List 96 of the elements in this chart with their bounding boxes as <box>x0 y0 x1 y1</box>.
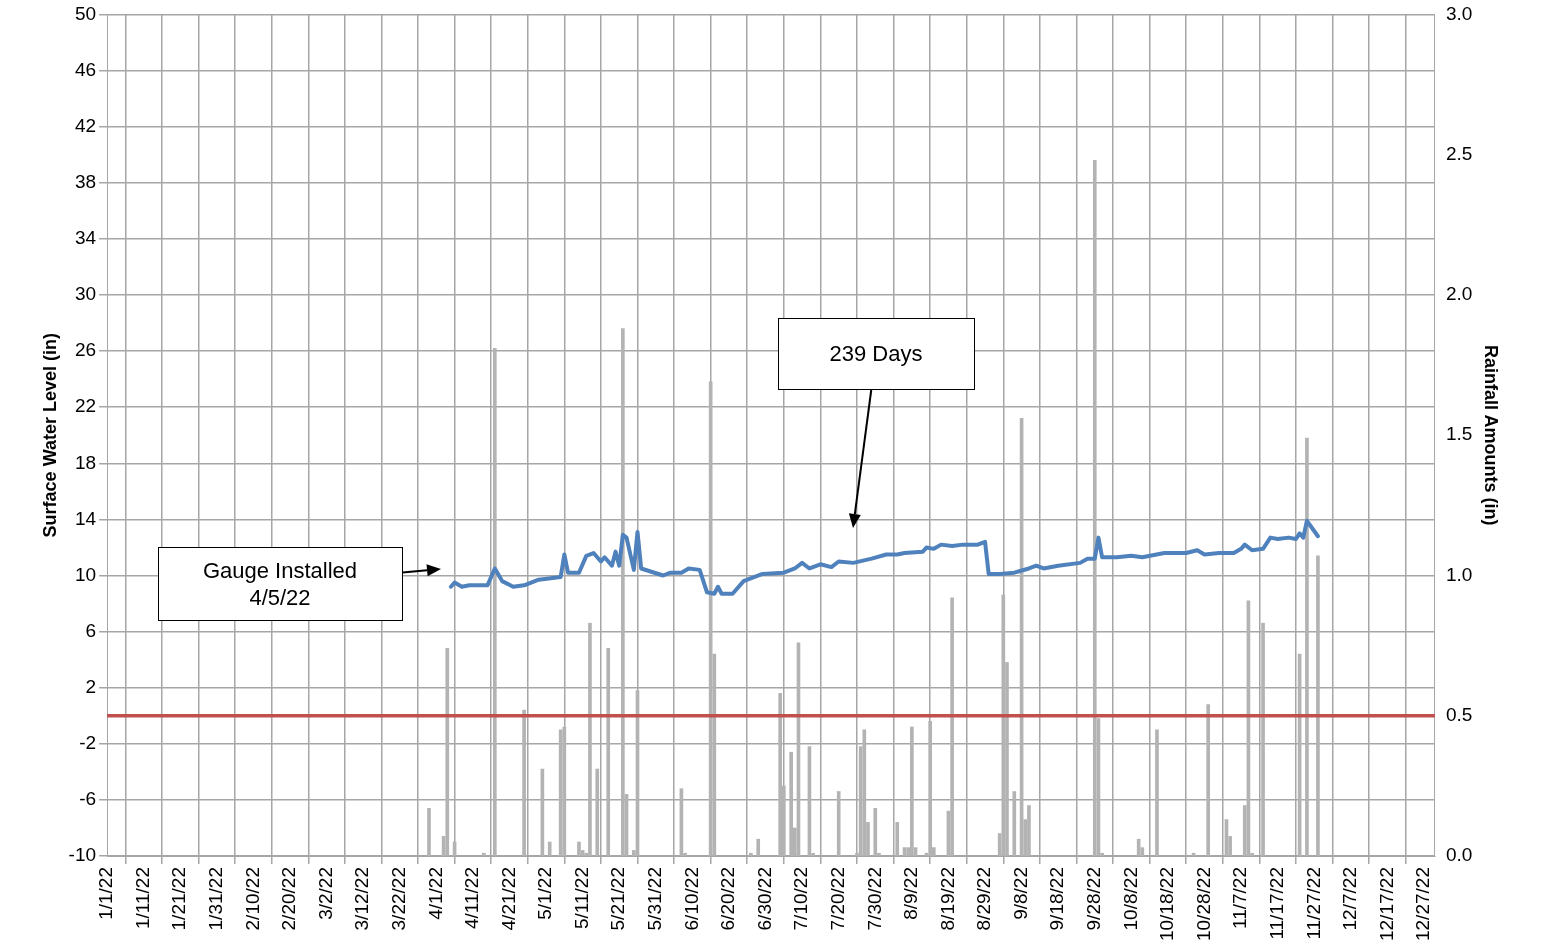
x-tick-label: 12/7/22 <box>1339 867 1361 931</box>
y2-tick-label: 1.0 <box>1445 563 1473 585</box>
y-tick-label: -10 <box>68 844 97 866</box>
bar <box>588 622 592 857</box>
x-tick-label: 2/20/22 <box>278 867 300 931</box>
bar <box>950 597 954 857</box>
x-tick-label: 9/8/22 <box>1009 867 1031 920</box>
x-tick-label: 1/21/22 <box>168 867 190 931</box>
x-tick-label: 1/1/22 <box>95 867 117 920</box>
y-tick-label: 50 <box>74 2 97 24</box>
x-tick-label: 11/27/22 <box>1302 867 1324 940</box>
bar <box>873 808 878 857</box>
bar <box>621 328 625 857</box>
y-tick-label: 42 <box>74 114 97 136</box>
x-tick-label: 5/31/22 <box>644 867 666 931</box>
x-tick-label: 10/18/22 <box>1156 867 1178 942</box>
bar <box>778 692 782 857</box>
x-tick-label: 1/11/22 <box>131 867 153 930</box>
y-tick-label: -2 <box>79 732 97 754</box>
bar <box>756 838 761 857</box>
bar <box>1027 805 1031 857</box>
bar <box>862 729 867 857</box>
bar <box>749 852 753 857</box>
callout-box: Gauge Installed 4/5/22 <box>157 547 403 621</box>
bar <box>445 648 450 857</box>
y-tick-label: 26 <box>74 339 97 361</box>
y-tick-label: 18 <box>74 451 97 473</box>
y-tick-label: -6 <box>79 788 97 810</box>
x-tick-label: 12/17/22 <box>1375 867 1397 942</box>
x-tick-label: 5/11/22 <box>570 867 592 930</box>
x-tick-label: 6/30/22 <box>753 867 775 931</box>
x-tick-label: 8/19/22 <box>936 867 958 931</box>
x-tick-label: 3/22/22 <box>387 867 409 931</box>
x-tick-label: 9/18/22 <box>1046 867 1068 931</box>
x-tick-label: 7/10/22 <box>790 867 812 931</box>
x-tick-label: 10/8/22 <box>1119 867 1141 931</box>
bar <box>1305 437 1309 857</box>
bar <box>595 768 600 857</box>
bar <box>427 808 431 857</box>
y-tick-label: 38 <box>74 170 97 192</box>
bar <box>522 709 526 857</box>
x-tick-label: 3/2/22 <box>314 867 336 920</box>
bar <box>1012 791 1017 857</box>
y-tick-label: 14 <box>74 507 97 529</box>
bar <box>1001 594 1006 857</box>
bar <box>1316 555 1320 857</box>
x-tick-label: 4/11/22 <box>461 867 483 930</box>
x-tick-label: 11/7/22 <box>1229 867 1251 930</box>
x-tick-label: 6/10/22 <box>680 867 702 931</box>
x-tick-label: 3/12/22 <box>351 867 373 931</box>
bar <box>1206 704 1211 857</box>
bar <box>493 347 497 857</box>
x-tick-label: 8/29/22 <box>973 867 995 931</box>
x-tick-label: 10/28/22 <box>1192 867 1214 942</box>
bar <box>836 791 841 857</box>
y2-tick-label: 3.0 <box>1445 2 1473 24</box>
y2-tick-label: 2.5 <box>1445 142 1473 164</box>
y-tick-label: 6 <box>85 619 97 641</box>
y-tick-label: 10 <box>74 563 97 585</box>
x-tick-label: 2/10/22 <box>241 867 263 931</box>
x-tick-label: 6/20/22 <box>717 867 739 931</box>
y2-tick-label: 1.5 <box>1445 423 1473 445</box>
bar <box>1261 622 1265 857</box>
y2-axis-title: Rainfall Amounts (in) <box>1481 345 1502 526</box>
x-tick-label: 12/27/22 <box>1412 867 1434 942</box>
bar <box>928 721 932 857</box>
y-axis-title: Surface Water Level (in) <box>39 333 60 538</box>
bar <box>789 751 793 857</box>
y2-tick-label: 2.0 <box>1445 283 1473 305</box>
x-tick-label: 7/20/22 <box>826 867 848 931</box>
x-tick-label: 5/21/22 <box>607 867 629 931</box>
callout-box: 239 Days <box>777 318 975 390</box>
y-tick-label: 22 <box>74 395 97 417</box>
y-tick-label: 2 <box>85 675 97 697</box>
x-tick-label: 5/1/22 <box>534 867 556 920</box>
y-tick-label: 46 <box>74 58 97 80</box>
y2-tick-label: 0.0 <box>1445 844 1473 866</box>
x-tick-label: 7/30/22 <box>863 867 885 931</box>
x-tick-label: 11/17/22 <box>1265 867 1287 940</box>
bar <box>895 822 900 857</box>
bar <box>1155 729 1159 857</box>
bar <box>547 841 552 857</box>
bar <box>558 729 563 857</box>
bar <box>910 726 914 857</box>
bar <box>577 841 581 857</box>
bar <box>606 648 611 857</box>
y-tick-label: 30 <box>74 283 97 305</box>
bar <box>1092 159 1097 857</box>
x-tick-label: 4/21/22 <box>497 867 519 931</box>
x-tick-label: 1/31/22 <box>205 867 227 931</box>
y-tick-label: 34 <box>74 227 97 249</box>
x-tick-label: 9/28/22 <box>1083 867 1105 931</box>
bar <box>1136 838 1141 857</box>
x-tick-label: 4/1/22 <box>424 867 446 920</box>
y2-tick-label: 0.5 <box>1445 704 1473 725</box>
x-tick-label: 8/9/22 <box>900 867 922 920</box>
